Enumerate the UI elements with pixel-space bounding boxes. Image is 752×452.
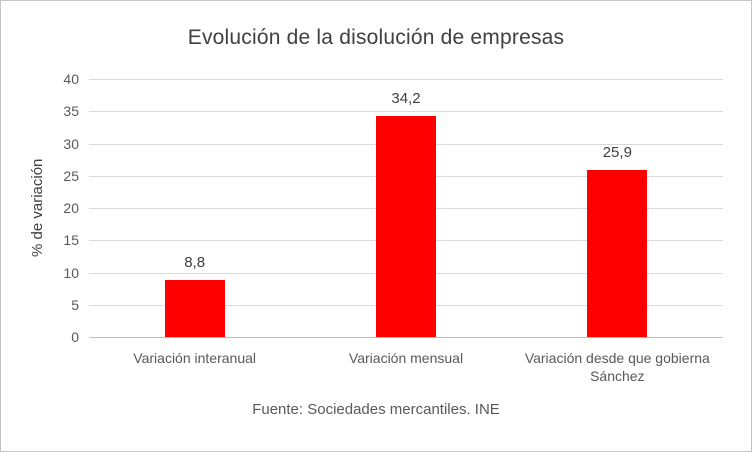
source-note: Fuente: Sociedades mercantiles. INE [252, 401, 500, 418]
y-axis-tick-label: 30 [63, 135, 79, 152]
bar-value-label: 34,2 [391, 90, 421, 107]
bar [376, 116, 436, 337]
gridline [89, 79, 723, 80]
y-axis-tick-label: 10 [63, 264, 79, 281]
y-axis-tick-label: 0 [71, 329, 79, 345]
bar-value-label: 25,9 [602, 144, 632, 161]
y-axis-tick-label: 40 [63, 71, 79, 87]
bar-value-label: 8,8 [184, 254, 206, 271]
chart-title: Evolución de la disolución de empresas [187, 26, 565, 49]
bar [587, 170, 648, 337]
y-axis-tick-label: 35 [63, 103, 79, 120]
gridline [89, 337, 723, 338]
y-axis-tick-label: 25 [63, 167, 79, 184]
y-axis-tick-label: 20 [63, 200, 79, 216]
x-axis-category-label: Variación desde que gobierna Sánchez [524, 350, 710, 384]
y-axis-tick-label: 5 [71, 296, 79, 313]
gridline [89, 111, 723, 113]
y-axis-tick-label: 15 [63, 232, 79, 249]
bar [164, 280, 225, 337]
x-axis-category-label: Variación mensual [348, 350, 464, 366]
x-axis-category-label: Variación interanual [133, 350, 257, 366]
